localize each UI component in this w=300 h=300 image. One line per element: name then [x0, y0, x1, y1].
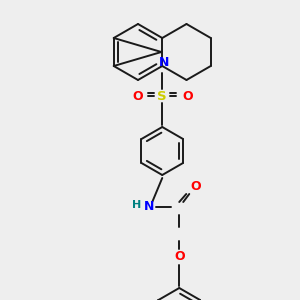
Text: N: N	[159, 56, 169, 70]
Text: S: S	[158, 89, 167, 103]
Text: O: O	[174, 250, 184, 263]
Text: O: O	[132, 89, 142, 103]
Text: O: O	[190, 179, 201, 193]
Text: N: N	[144, 200, 154, 214]
Text: H: H	[132, 200, 141, 210]
Text: O: O	[182, 89, 193, 103]
